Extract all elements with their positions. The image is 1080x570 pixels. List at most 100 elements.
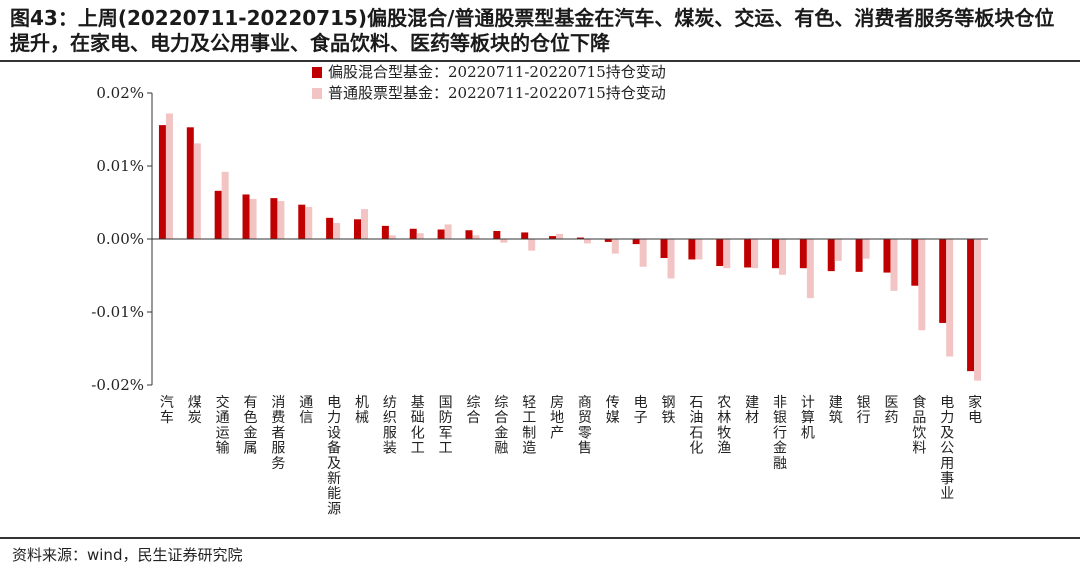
bar-hybrid xyxy=(270,198,278,239)
x-tick-label: 建材 xyxy=(745,395,759,426)
bar-stock xyxy=(918,239,926,331)
bar-hybrid xyxy=(883,239,891,273)
bar-hybrid xyxy=(604,239,612,242)
legend-swatch xyxy=(312,67,322,78)
bar-hybrid xyxy=(381,225,389,239)
x-tick-label: 消费者服务 xyxy=(271,395,285,472)
legend-swatch xyxy=(312,88,322,99)
bar-hybrid xyxy=(493,230,501,239)
bar-hybrid xyxy=(186,127,194,239)
bar-hybrid xyxy=(772,239,779,269)
bar-stock xyxy=(639,239,647,267)
x-tick-label: 电力设备及新能源 xyxy=(327,395,341,517)
legend-label: 偏股混合型基金：20220711-20220715持仓变动 xyxy=(328,63,666,81)
bar-stock xyxy=(333,222,341,239)
bar-stock xyxy=(249,198,257,239)
x-tick-label: 电子 xyxy=(634,395,648,426)
bar-stock xyxy=(751,239,759,269)
x-tick-label: 非银行金融 xyxy=(773,395,787,472)
x-tick-label: 综合 xyxy=(466,395,480,426)
bar-hybrid xyxy=(799,239,807,269)
bar-hybrid xyxy=(744,239,752,268)
x-tick-label: 医药 xyxy=(884,395,898,426)
bar-stock xyxy=(974,239,982,381)
x-tick-label: 钢铁 xyxy=(662,395,676,426)
x-tick-label: 综合金融 xyxy=(494,395,508,457)
bar-hybrid xyxy=(632,239,640,245)
y-tick-label: 0.02% xyxy=(96,84,144,102)
bar-hybrid xyxy=(409,228,417,239)
x-tick-label: 石油石化 xyxy=(689,395,703,457)
x-tick-label: 汽车 xyxy=(160,395,174,426)
x-tick-label: 传媒 xyxy=(606,395,620,426)
bar-stock xyxy=(416,233,424,239)
bar-hybrid xyxy=(549,236,557,239)
bar-stock xyxy=(890,239,898,291)
x-tick-label: 建筑 xyxy=(829,395,843,426)
x-tick-label: 纺织服装 xyxy=(383,395,397,457)
bar-hybrid xyxy=(911,239,919,286)
bar-hybrid xyxy=(214,190,222,239)
bar-stock xyxy=(165,113,173,239)
y-tick-label: -0.02% xyxy=(91,376,144,394)
bar-stock xyxy=(583,239,591,244)
bar-hybrid xyxy=(354,219,361,239)
bar-stock xyxy=(556,233,564,239)
x-tick-label: 轻工制造 xyxy=(522,395,536,457)
bar-stock xyxy=(779,239,786,275)
source-note: 资料来源：wind，民生证券研究院 xyxy=(12,546,243,564)
x-tick-label: 银行 xyxy=(857,395,871,426)
x-tick-label: 通信 xyxy=(299,395,313,426)
bar-hybrid xyxy=(827,239,835,272)
bar-stock xyxy=(500,239,508,243)
bar-stock xyxy=(388,235,396,239)
y-tick-label: 0.00% xyxy=(96,230,144,248)
bar-hybrid xyxy=(967,239,975,372)
bar-stock xyxy=(611,239,619,254)
bar-hybrid xyxy=(855,239,863,272)
bar-hybrid xyxy=(716,239,724,267)
x-tick-label: 电力及公用事业 xyxy=(940,395,954,502)
bar-stock xyxy=(277,201,285,239)
bar-hybrid xyxy=(437,229,445,239)
x-tick-label: 有色金属 xyxy=(244,395,258,457)
bar-stock xyxy=(946,239,954,357)
x-tick-label: 商贸零售 xyxy=(578,395,592,457)
x-tick-label: 食品饮料 xyxy=(912,394,926,457)
legend-label: 普通股票型基金：20220711-20220715持仓变动 xyxy=(328,84,666,102)
bar-stock xyxy=(806,239,814,299)
chart-title: 图43：上周(20220711-20220715)偏股混合/普通股票型基金在汽车… xyxy=(10,6,1055,55)
x-tick-label: 家电 xyxy=(968,394,982,426)
bar-stock xyxy=(667,239,675,279)
bar-hybrid xyxy=(465,230,473,239)
bar-stock xyxy=(221,171,229,239)
bar-hybrid xyxy=(158,125,166,239)
bar-stock xyxy=(723,239,731,269)
bar-hybrid xyxy=(521,232,529,239)
y-tick-label: 0.01% xyxy=(96,157,144,175)
x-tick-label: 基础化工 xyxy=(411,394,425,457)
x-tick-label: 煤炭 xyxy=(188,395,202,426)
bar-hybrid xyxy=(242,194,250,239)
y-tick-label: -0.01% xyxy=(91,303,144,321)
bar-chart: 0.02% 0.01% 0.00% -0.01% -0.02% 偏股混合型基金：20220… xyxy=(91,63,988,517)
x-tick-label: 机械 xyxy=(355,395,369,426)
bar-stock xyxy=(695,239,703,260)
bar-hybrid xyxy=(326,217,334,239)
x-tick-label: 计算机 xyxy=(801,395,815,441)
top-rule xyxy=(0,60,1080,62)
bottom-rule xyxy=(0,537,1080,539)
bar-stock xyxy=(361,209,368,239)
bar-hybrid xyxy=(939,239,947,323)
bar-stock xyxy=(862,239,870,259)
bar-stock xyxy=(444,224,452,239)
bar-hybrid xyxy=(576,237,584,239)
bar-hybrid xyxy=(298,204,306,239)
bar-hybrid xyxy=(688,239,696,260)
bar-stock xyxy=(305,206,313,239)
bar-stock xyxy=(528,239,536,251)
bar-stock xyxy=(193,143,201,239)
x-tick-label: 交通运输 xyxy=(216,394,230,457)
x-tick-label: 农林牧渔 xyxy=(717,395,731,457)
x-tick-label: 国防军工 xyxy=(439,395,453,457)
